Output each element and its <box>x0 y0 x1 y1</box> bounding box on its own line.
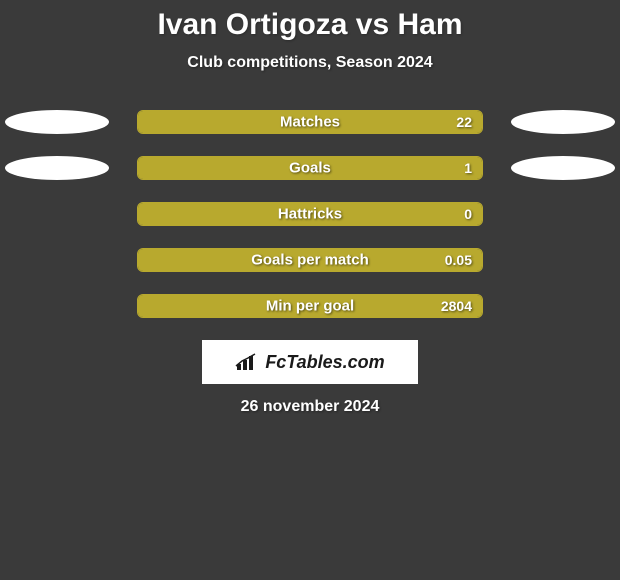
stat-value: 22 <box>456 114 472 130</box>
stat-value: 1 <box>464 160 472 176</box>
logo: FcTables.com <box>235 352 384 373</box>
stat-value: 0.05 <box>445 252 472 268</box>
stat-rows: Matches 22 Goals 1 Hattricks 0 Goals per match… <box>0 110 620 318</box>
stat-bar: Min per goal 2804 <box>137 294 483 318</box>
stat-label: Min per goal <box>266 298 354 315</box>
player-right-ellipse <box>511 156 615 180</box>
player-right-ellipse <box>511 110 615 134</box>
stat-bar: Matches 22 <box>137 110 483 134</box>
stat-row: Goals per match 0.05 <box>0 248 620 272</box>
ellipse-placeholder <box>5 202 109 226</box>
date-line: 26 november 2024 <box>0 398 620 416</box>
stat-value: 2804 <box>441 298 472 314</box>
page-title: Ivan Ortigoza vs Ham <box>0 8 620 42</box>
stat-label: Goals per match <box>251 252 369 269</box>
stat-row: Matches 22 <box>0 110 620 134</box>
stat-label: Goals <box>289 160 331 177</box>
stat-row: Hattricks 0 <box>0 202 620 226</box>
subtitle: Club competitions, Season 2024 <box>0 54 620 72</box>
stat-row: Min per goal 2804 <box>0 294 620 318</box>
stat-label: Matches <box>280 114 340 131</box>
ellipse-placeholder <box>5 294 109 318</box>
logo-box: FcTables.com <box>202 340 418 384</box>
ellipse-placeholder <box>511 202 615 226</box>
ellipse-placeholder <box>511 294 615 318</box>
stat-row: Goals 1 <box>0 156 620 180</box>
bar-chart-icon <box>235 352 261 372</box>
ellipse-placeholder <box>511 248 615 272</box>
player-left-ellipse <box>5 110 109 134</box>
stat-bar: Hattricks 0 <box>137 202 483 226</box>
player-left-ellipse <box>5 156 109 180</box>
stat-bar: Goals per match 0.05 <box>137 248 483 272</box>
comparison-infographic: Ivan Ortigoza vs Ham Club competitions, … <box>0 0 620 416</box>
logo-text: FcTables.com <box>265 352 384 373</box>
stat-label: Hattricks <box>278 206 342 223</box>
ellipse-placeholder <box>5 248 109 272</box>
stat-value: 0 <box>464 206 472 222</box>
stat-bar: Goals 1 <box>137 156 483 180</box>
